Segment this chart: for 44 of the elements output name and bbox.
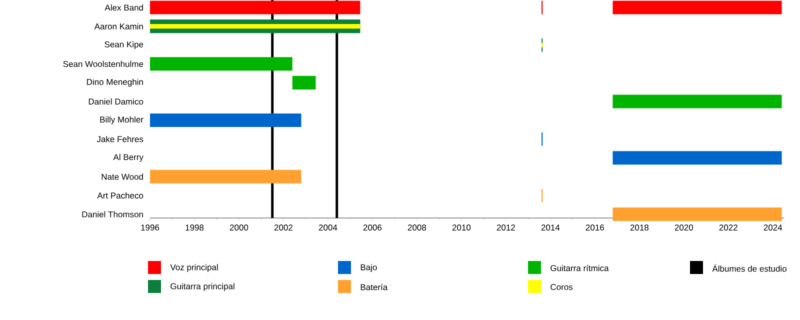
bar xyxy=(612,0,782,14)
bar xyxy=(612,207,782,222)
x-tick-label: 2020 xyxy=(674,224,694,231)
x-tick-label: 2006 xyxy=(363,224,382,231)
bar xyxy=(612,151,782,165)
x-tick-label: 2016 xyxy=(586,224,604,231)
y-tick-label: Daniel Damico xyxy=(88,98,144,105)
x-tick-label: 1996 xyxy=(141,224,160,231)
legend-label: Guitarra rítmica xyxy=(550,264,609,272)
bar xyxy=(292,76,316,90)
x-tick-label: 2022 xyxy=(719,224,738,231)
x-tick-label: 2018 xyxy=(630,224,648,231)
y-tick-label: Alex Band xyxy=(104,4,143,11)
bar xyxy=(150,170,302,184)
y-tick-label: Billy Mohler xyxy=(100,116,144,124)
y-tick-label: Daniel Thomson xyxy=(82,211,143,218)
x-tick-label: 2012 xyxy=(496,224,515,231)
legend-label: Guitarra principal xyxy=(170,283,234,291)
bar xyxy=(150,0,360,14)
y-tick-label: Art Pacheco xyxy=(97,192,144,199)
x-tick-label: 2008 xyxy=(408,224,426,231)
y-tick-label: Sean Woolstenhulme xyxy=(63,60,144,68)
x-tick-label: 2024 xyxy=(764,224,782,231)
legend-label: Coros xyxy=(550,284,573,290)
bar xyxy=(612,94,782,108)
y-tick-label: Nate Wood xyxy=(102,174,143,180)
bar xyxy=(150,114,302,128)
x-tick-label: 2002 xyxy=(274,224,292,231)
y-tick-label: Jake Fehres xyxy=(96,136,144,142)
y-tick-label: Dino Meneghin xyxy=(87,78,143,87)
x-tick-label: 2010 xyxy=(452,224,471,231)
x-tick-label: 2004 xyxy=(318,224,338,231)
legend-label: Batería xyxy=(360,284,388,290)
legend-label: Voz principal xyxy=(170,264,218,272)
y-tick-label: Al Berry xyxy=(113,154,144,162)
bar xyxy=(150,24,360,29)
x-tick-label: 2014 xyxy=(541,224,560,231)
x-tick-label: 2000 xyxy=(230,224,248,231)
legend-label: Álbumes de estudio xyxy=(712,264,786,272)
y-tick-label: Aaron Kamin xyxy=(94,23,143,30)
bar xyxy=(150,57,292,71)
legend-label: Bajo xyxy=(360,264,377,272)
x-tick-label: 1998 xyxy=(186,224,204,231)
y-tick-label: Sean Kipe xyxy=(104,41,144,50)
